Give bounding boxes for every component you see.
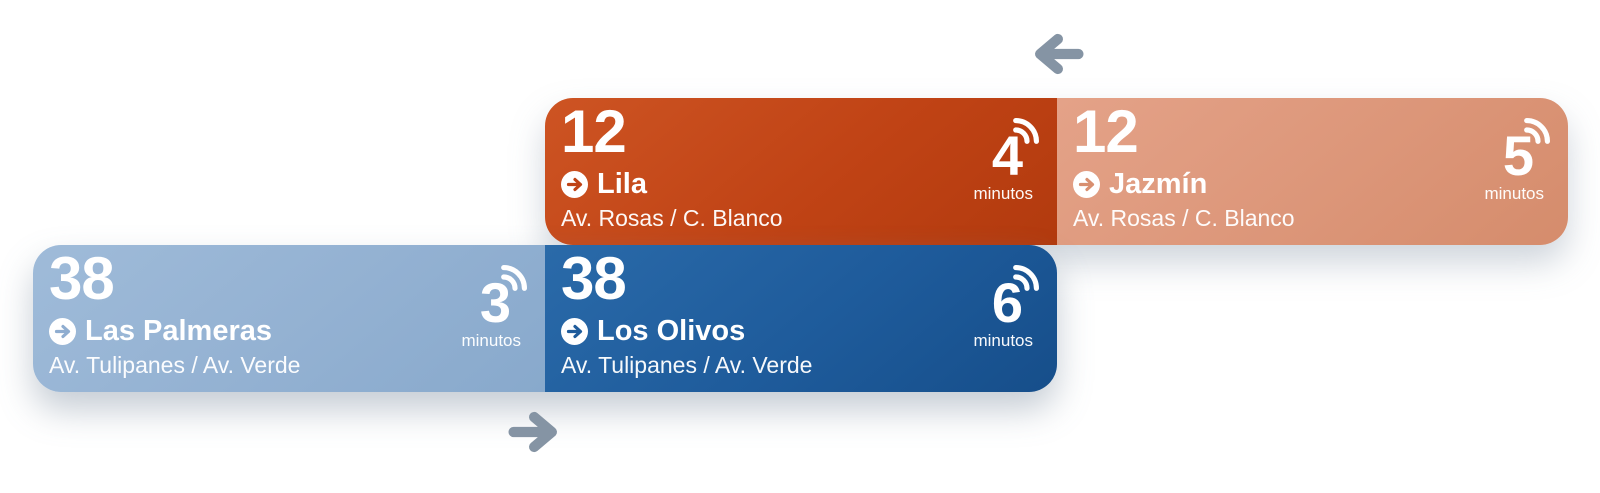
eta-unit-label: minutos — [1484, 184, 1544, 203]
destination-arrow-icon — [561, 170, 588, 198]
stop-label: Av. Tulipanes / Av. Verde — [561, 352, 813, 378]
eta-block: 4 minutos — [973, 98, 1039, 235]
eta-value: 6 — [991, 271, 1023, 334]
eta-value: 4 — [991, 124, 1023, 187]
bus-card-info: 12 Jazmín Av. Rosas / C. Blanco — [1073, 98, 1295, 235]
route-number: 38 — [49, 245, 115, 312]
destination-arrow-icon — [49, 317, 76, 345]
route-row-38: 38 Las Palmeras Av. Tulipanes / Av. Verd… — [33, 245, 1057, 392]
route-row-12: 12 Lila Av. Rosas / C. Blanco 4 — [545, 98, 1568, 245]
stop-label: Av. Tulipanes / Av. Verde — [49, 352, 301, 378]
destination-arrow-icon — [1073, 170, 1100, 198]
bus-card-las-palmeras[interactable]: 38 Las Palmeras Av. Tulipanes / Av. Verd… — [33, 245, 545, 392]
destination-label: Jazmín — [1109, 168, 1208, 200]
route-number: 12 — [561, 98, 627, 165]
bus-card-info: 38 Los Olivos Av. Tulipanes / Av. Verde — [561, 245, 813, 382]
destination-row: Las Palmeras — [49, 316, 300, 346]
bus-card-jazmin[interactable]: 12 Jazmín Av. Rosas / C. Blanco 5 — [1057, 98, 1568, 245]
route-number: 12 — [1073, 98, 1139, 165]
destination-row: Los Olivos — [561, 316, 812, 346]
destination-row: Lila — [561, 169, 783, 199]
eta-unit-label: minutos — [973, 184, 1033, 203]
eta-block: 6 minutos — [973, 245, 1039, 382]
destination-arrow-icon — [561, 317, 588, 345]
destination-row: Jazmín — [1073, 169, 1295, 199]
stop-label: Av. Rosas / C. Blanco — [1073, 205, 1295, 231]
eta-value: 3 — [479, 271, 511, 334]
stop-label: Av. Rosas / C. Blanco — [561, 205, 783, 231]
bus-card-info: 38 Las Palmeras Av. Tulipanes / Av. Verd… — [49, 245, 301, 382]
destination-label: Las Palmeras — [85, 315, 273, 347]
live-signal-icon — [499, 261, 531, 298]
live-signal-icon — [1011, 261, 1043, 298]
eta-block: 5 minutos — [1484, 98, 1550, 235]
bus-card-los-olivos[interactable]: 38 Los Olivos Av. Tulipanes / Av. Verde … — [545, 245, 1057, 392]
eta-unit-label: minutos — [461, 331, 521, 350]
bus-card-info: 12 Lila Av. Rosas / C. Blanco — [561, 98, 783, 235]
eta-value: 5 — [1502, 124, 1534, 187]
eta-unit-label: minutos — [973, 331, 1033, 350]
destination-label: Los Olivos — [597, 315, 746, 347]
travel-direction-left-arrow-icon — [1028, 30, 1084, 83]
live-signal-icon — [1011, 114, 1043, 151]
live-signal-icon — [1522, 114, 1554, 151]
bus-card-lila[interactable]: 12 Lila Av. Rosas / C. Blanco 4 — [545, 98, 1057, 245]
route-number: 38 — [561, 245, 627, 312]
travel-direction-right-arrow-icon — [508, 408, 564, 461]
destination-label: Lila — [597, 168, 647, 200]
eta-block: 3 minutos — [461, 245, 527, 382]
